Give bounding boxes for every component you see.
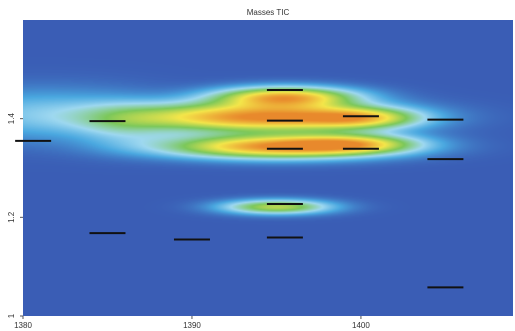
chart-title: Masses TIC <box>247 8 290 17</box>
y-axis: 1 1.2 1.4 <box>7 113 23 318</box>
x-axis: 1380 1390 1400 <box>14 316 370 330</box>
x-tick-label: 1390 <box>183 321 201 330</box>
heatmap-image <box>23 20 513 316</box>
y-tick-label: 1.4 <box>7 113 16 125</box>
peak-markers <box>15 89 464 289</box>
x-tick-label: 1400 <box>352 321 370 330</box>
y-tick-label: 1.2 <box>7 211 16 223</box>
y-tick-label: 1 <box>7 313 16 318</box>
x-tick-label: 1380 <box>14 321 32 330</box>
